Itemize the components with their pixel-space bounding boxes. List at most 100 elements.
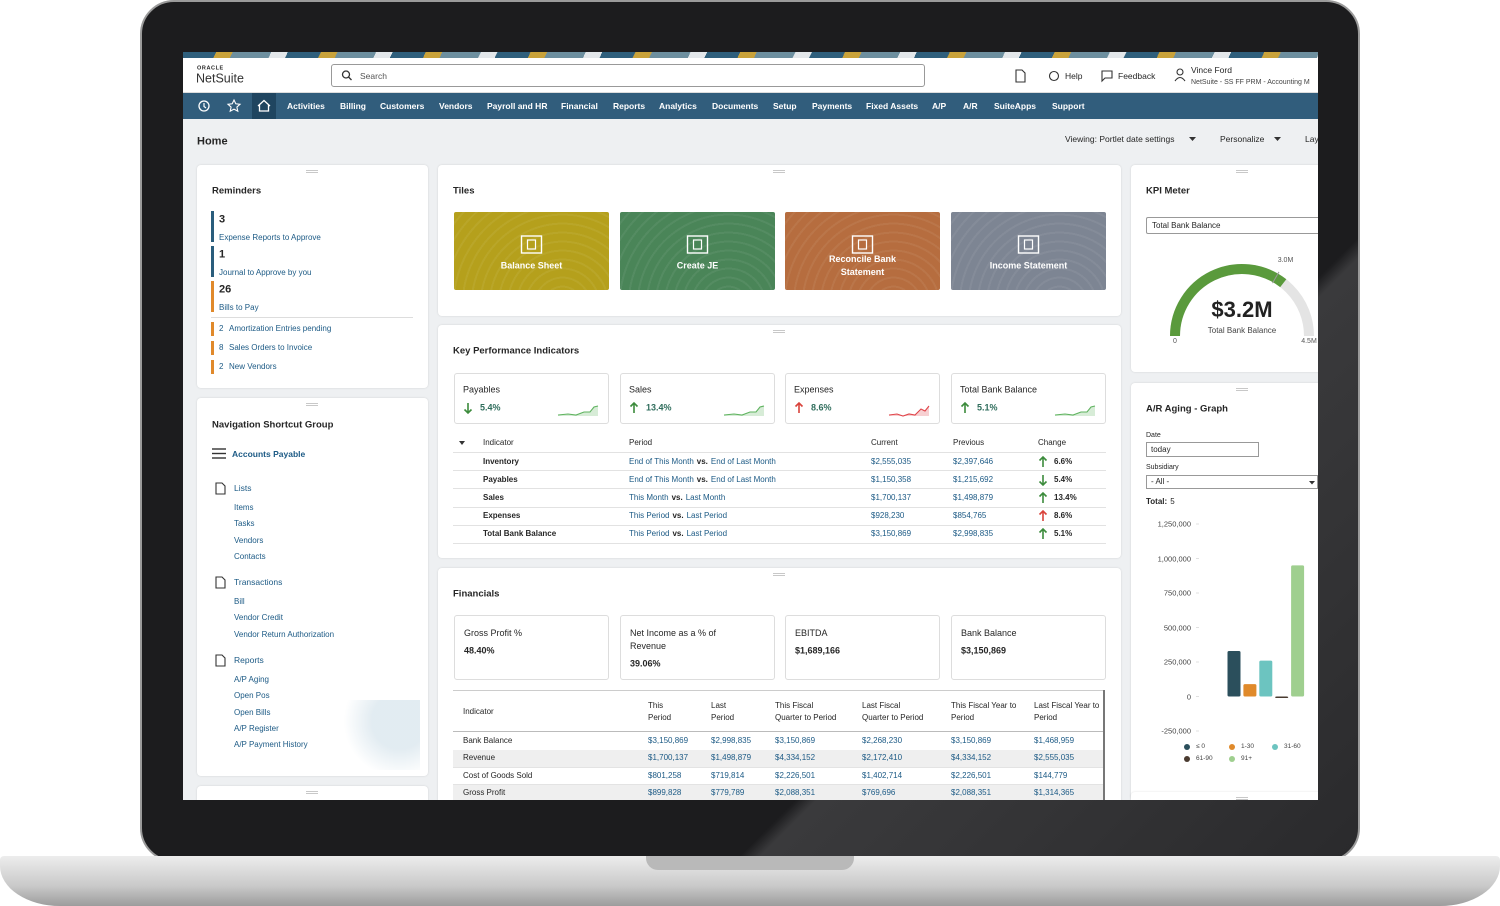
tile-label[interactable]: Income Statement [989,260,1068,271]
reminder-label[interactable]: New Vendors [229,362,277,372]
period-link[interactable]: This Month [629,493,669,503]
previous-value[interactable]: $2,397,646 [953,457,994,467]
shortcut-link[interactable]: Vendors [234,535,264,545]
shortcut-link[interactable]: A/P Aging [234,675,269,685]
feedback-link[interactable]: Feedback [1118,70,1156,81]
nav-item[interactable]: Billing [340,100,366,111]
kpi-tile[interactable] [620,373,775,424]
previous-value[interactable]: $1,498,879 [953,493,994,503]
shortcut-link[interactable]: Bill [234,597,245,607]
nav-item[interactable]: Payments [812,100,853,111]
period-link[interactable]: This Period [629,529,670,539]
financial-cell[interactable]: $1,468,959 [1034,736,1075,746]
user-name[interactable]: Vince Ford [1191,64,1232,75]
reminder-count[interactable]: 26 [219,283,232,296]
financial-cell[interactable]: $779,789 [711,788,745,798]
financial-cell[interactable]: $2,226,501 [775,771,816,780]
shortcut-link[interactable]: A/P Payment History [234,740,308,750]
reminder-count[interactable]: 2 [219,324,224,334]
shortcut-link[interactable]: A/P Register [234,724,279,734]
financial-cell[interactable]: $3,150,869 [775,736,816,746]
financial-cell[interactable]: $769,696 [862,788,896,798]
date-input[interactable] [1146,442,1259,457]
help-link[interactable]: Help [1065,70,1083,81]
shortcut-link[interactable]: Tasks [234,519,255,529]
financial-cell[interactable]: $719,814 [711,771,745,780]
financial-cell[interactable]: $801,258 [648,771,682,780]
financial-cell[interactable]: $4,334,152 [775,753,816,763]
subsidiary-select[interactable] [1146,475,1318,489]
tile-label[interactable]: Balance Sheet [500,260,563,271]
nav-item[interactable]: Payroll and HR [487,100,548,111]
financial-cell[interactable]: $2,226,501 [951,771,992,780]
shortcut-link[interactable]: Contacts [234,552,266,562]
kpi-tile[interactable] [951,373,1106,424]
nav-item[interactable]: Support [1052,100,1085,111]
nav-item[interactable]: Vendors [439,100,473,111]
reminder-label[interactable]: Sales Orders to Invoice [229,343,313,353]
nav-item[interactable]: SuiteApps [994,100,1037,111]
nav-item[interactable]: Reports [613,100,646,111]
tile-label[interactable]: Create JE [676,260,719,271]
period-link[interactable]: Last Period [686,511,728,521]
financial-tile[interactable] [620,615,775,680]
section-title[interactable]: Lists [234,482,252,493]
reminder-label[interactable]: Amortization Entries pending [229,324,332,334]
nav-item[interactable]: Fixed Assets [866,100,919,111]
reminder-label[interactable]: Expense Reports to Approve [219,233,321,243]
shortcut-link[interactable]: Vendor Credit [234,613,283,623]
financial-tile[interactable] [785,615,940,680]
tile[interactable] [951,212,1106,290]
viewing-select[interactable]: Viewing: Portlet date settings [1065,133,1175,144]
period-link[interactable]: This Period [629,511,670,521]
period-link[interactable]: End of Last Month [710,475,776,485]
nav-item[interactable]: Financial [561,100,598,111]
period-link[interactable]: End of This Month [629,457,694,467]
financial-cell[interactable]: $1,314,365 [1034,788,1075,798]
group-title[interactable]: Accounts Payable [232,448,306,459]
nav-item[interactable]: Documents [712,100,759,111]
financial-cell[interactable]: $2,172,410 [862,753,903,763]
meter-select[interactable] [1146,217,1318,234]
reminder-label[interactable]: Bills to Pay [219,303,259,313]
period-link[interactable]: Last Month [685,493,726,503]
nav-item[interactable]: Analytics [659,100,697,111]
current-value[interactable]: $1,150,358 [871,475,912,485]
reminder-label[interactable]: Journal to Approve by you [219,268,312,278]
period-link[interactable]: Last Period [686,529,728,539]
financial-tile[interactable] [454,615,609,680]
personalize-button[interactable]: Personalize [1220,133,1265,144]
financial-cell[interactable]: $1,700,137 [648,753,689,763]
financial-cell[interactable]: $899,828 [648,788,682,798]
financial-tile[interactable] [951,615,1106,680]
nav-item[interactable]: A/P [932,100,947,111]
shortcut-link[interactable]: Items [234,503,254,513]
tile-label[interactable]: Reconcile Bank Statement [828,254,897,277]
financial-cell[interactable]: $3,150,869 [648,736,689,746]
previous-value[interactable]: $2,998,835 [953,529,994,539]
nav-item[interactable]: Setup [773,100,797,111]
previous-value[interactable]: $1,215,692 [953,475,994,485]
kpi-tile[interactable] [454,373,609,424]
financial-cell[interactable]: $1,402,714 [862,771,903,780]
shortcut-link[interactable]: Open Pos [234,691,270,701]
financial-cell[interactable]: $3,150,869 [951,736,992,746]
tile[interactable] [620,212,775,290]
section-title[interactable]: Transactions [234,576,283,587]
reminder-count[interactable]: 8 [219,343,224,353]
reminder-count[interactable]: 1 [219,248,226,261]
financial-cell[interactable]: $1,498,879 [711,753,752,763]
section-title[interactable]: Reports [234,654,264,665]
nav-item[interactable]: A/R [963,100,978,111]
reminder-count[interactable]: 2 [219,362,224,372]
current-value[interactable]: $1,700,137 [871,493,912,503]
reminder-count[interactable]: 3 [219,213,226,226]
tile[interactable] [454,212,609,290]
financial-cell[interactable]: $2,268,230 [862,736,903,746]
period-link[interactable]: End of Last Month [710,457,776,467]
financial-cell[interactable]: $4,334,152 [951,753,992,763]
shortcut-link[interactable]: Open Bills [234,707,271,717]
shortcut-link[interactable]: Vendor Return Authorization [234,629,335,639]
current-value[interactable]: $3,150,869 [871,529,912,539]
financial-cell[interactable]: $2,998,835 [711,736,752,746]
